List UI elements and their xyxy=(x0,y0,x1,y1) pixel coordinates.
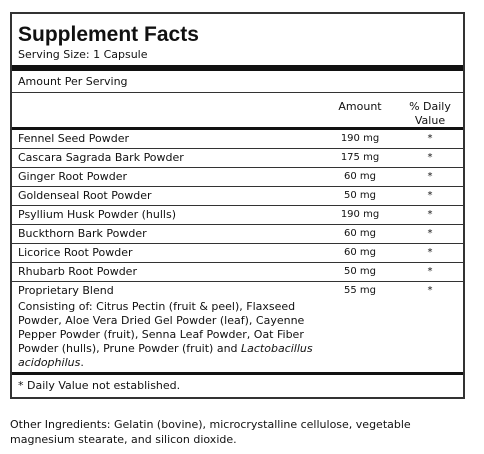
amount-header: Amount xyxy=(338,100,382,113)
ingredient-amount: 60 mg xyxy=(344,228,376,239)
ingredient-amount: 50 mg xyxy=(344,266,376,277)
ingredient-amount: 190 mg xyxy=(340,133,380,144)
ingredient-daily-value: * xyxy=(427,285,433,296)
ingredient-row: Goldenseal Root Powder 50 mg * xyxy=(12,187,463,206)
ingredient-amount: 175 mg xyxy=(340,152,380,163)
ingredient-daily-value: * xyxy=(427,209,433,220)
amount-per-serving: Amount Per Serving xyxy=(12,71,463,93)
ingredient-row: Fennel Seed Powder 190 mg * xyxy=(12,130,463,149)
ingredient-row: Rhubarb Root Powder 50 mg * xyxy=(12,263,463,282)
ingredient-row: Ginger Root Powder 60 mg * xyxy=(12,168,463,187)
description-text: Consisting of: Citrus Pectin (fruit & pe… xyxy=(18,300,305,355)
ingredient-daily-value: * xyxy=(427,190,433,201)
ingredient-daily-value: * xyxy=(427,266,433,277)
ingredient-name: Psyllium Husk Powder (hulls) xyxy=(18,208,176,221)
ingredient-name: Proprietary Blend xyxy=(18,284,114,297)
ingredient-name: Buckthorn Bark Powder xyxy=(18,227,147,240)
ingredient-row: Proprietary Blend 55 mg * Consisting of: Ci… xyxy=(12,282,463,372)
daily-value-header: % Daily Value xyxy=(409,100,451,127)
serving-size: Serving Size: 1 Capsule xyxy=(18,48,148,61)
ingredient-row: Psyllium Husk Powder (hulls) 190 mg * xyxy=(12,206,463,225)
divider xyxy=(12,127,463,130)
ingredient-daily-value: * xyxy=(427,152,433,163)
title: Supplement Facts xyxy=(18,23,199,46)
ingredient-name: Ginger Root Powder xyxy=(18,170,127,183)
ingredient-name: Goldenseal Root Powder xyxy=(18,189,152,202)
blend-description: Consisting of: Citrus Pectin (fruit & pe… xyxy=(12,300,318,372)
ingredient-daily-value: * xyxy=(427,171,433,182)
supplement-facts-panel: Supplement Facts Serving Size: 1 Capsule… xyxy=(10,12,465,399)
footnote: * Daily Value not established. xyxy=(18,379,181,392)
ingredient-name: Licorice Root Powder xyxy=(18,246,133,259)
ingredient-amount: 190 mg xyxy=(340,209,380,220)
ingredient-daily-value: * xyxy=(427,228,433,239)
ingredient-row: Licorice Root Powder 60 mg * xyxy=(12,244,463,263)
divider xyxy=(12,65,463,71)
ingredient-amount: 50 mg xyxy=(344,190,376,201)
ingredient-rows: Fennel Seed Powder 190 mg * Cascara Sagrada… xyxy=(12,130,463,372)
description-end: . xyxy=(80,356,84,369)
ingredient-amount: 60 mg xyxy=(344,171,376,182)
ingredient-amount: 60 mg xyxy=(344,247,376,258)
ingredient-amount: 55 mg xyxy=(344,285,376,296)
description-italic: Lactobacillus acidophilus xyxy=(18,342,313,369)
column-header: Amount % Daily Value xyxy=(12,93,463,127)
ingredient-daily-value: * xyxy=(427,133,433,144)
ingredient-row: Buckthorn Bark Powder 60 mg * xyxy=(12,225,463,244)
ingredient-name: Rhubarb Root Powder xyxy=(18,265,137,278)
ingredient-name: Cascara Sagrada Bark Powder xyxy=(18,151,184,164)
divider xyxy=(12,372,463,375)
ingredient-name: Fennel Seed Powder xyxy=(18,132,129,145)
other-ingredients: Other Ingredients: Gelatin (bovine), mic… xyxy=(10,418,411,446)
ingredient-row: Cascara Sagrada Bark Powder 175 mg * xyxy=(12,149,463,168)
ingredient-daily-value: * xyxy=(427,247,433,258)
